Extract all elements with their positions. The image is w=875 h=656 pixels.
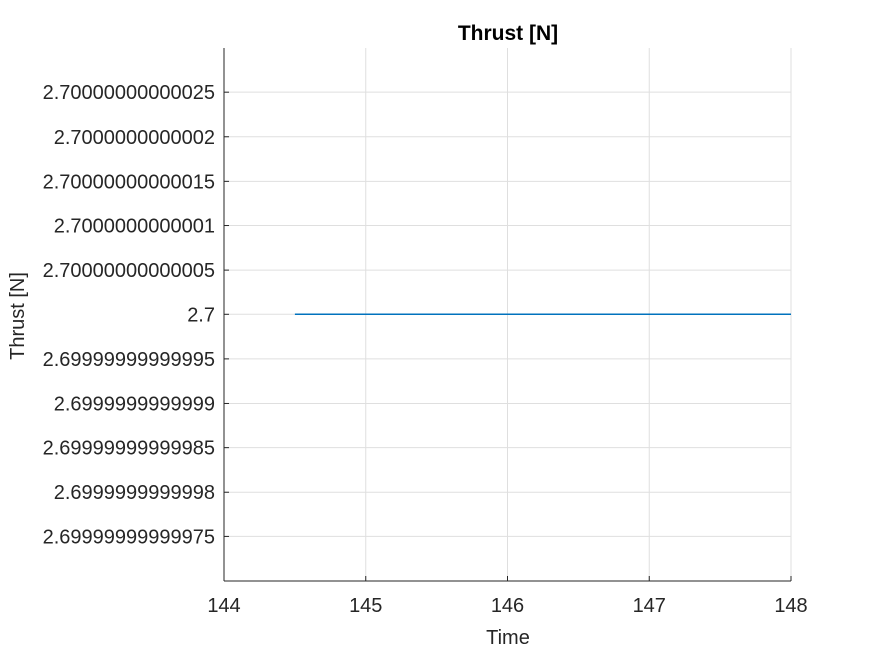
y-tick-label: 2.7000000000001	[54, 216, 215, 238]
x-tick-label: 146	[491, 595, 524, 617]
x-tick-label: 148	[774, 595, 807, 617]
y-tick-label: 2.70000000000015	[43, 171, 215, 193]
y-axis-label: Thrust [N]	[7, 272, 29, 360]
y-tick-label: 2.6999999999999	[54, 393, 215, 415]
x-tick-label: 144	[207, 595, 240, 617]
x-tick-label: 145	[349, 595, 382, 617]
y-tick-label: 2.6999999999998	[54, 482, 215, 504]
y-tick-label: 2.7	[187, 304, 215, 326]
y-tick-label: 2.69999999999995	[43, 349, 215, 371]
tick-labels: 144 145 146 147 148 2.69999999999975 2.6999999…	[43, 82, 808, 617]
y-tick-label: 2.69999999999985	[43, 438, 215, 460]
x-axis-label: Time	[486, 627, 530, 649]
y-tick-label: 2.7000000000002	[54, 127, 215, 149]
y-tick-label: 2.69999999999975	[43, 526, 215, 548]
y-tick-label: 2.70000000000025	[43, 82, 215, 104]
chart-title: Thrust [N]	[458, 22, 558, 45]
axes	[223, 48, 792, 582]
y-tick-label: 2.70000000000005	[43, 260, 215, 282]
x-tick-label: 147	[633, 595, 666, 617]
